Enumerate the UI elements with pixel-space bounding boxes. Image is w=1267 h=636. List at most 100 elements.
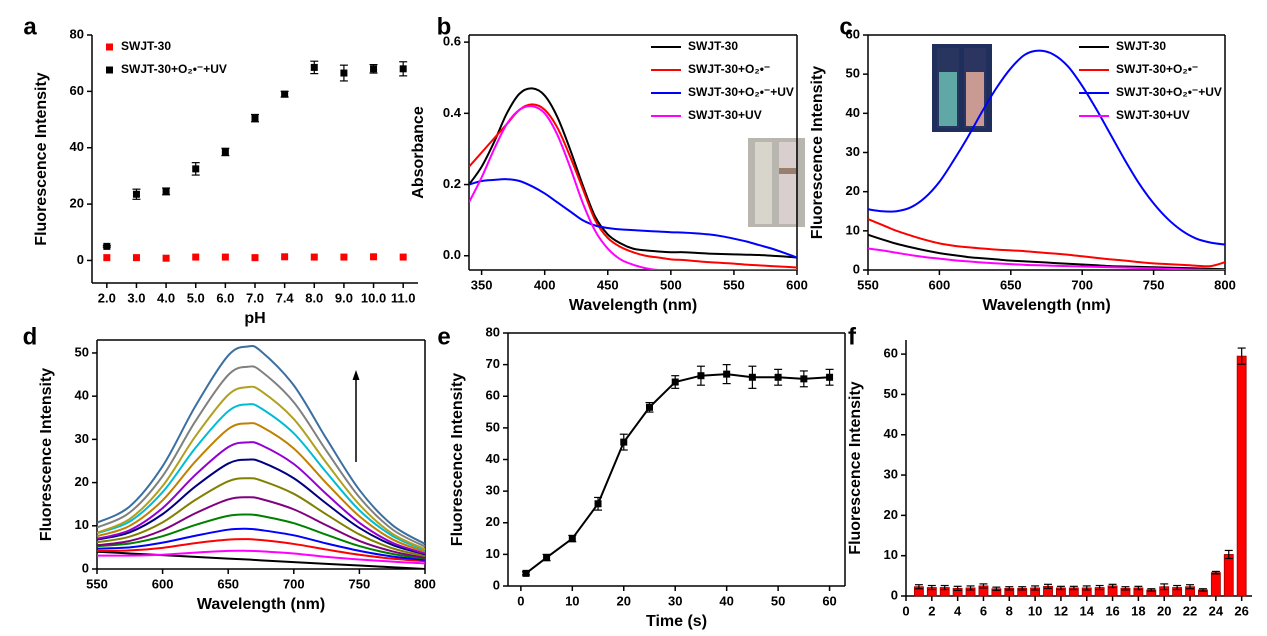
error-bar (1186, 584, 1195, 590)
y-tick-label: 0 (891, 587, 898, 602)
y-tick-label: 50 (75, 344, 89, 359)
x-tick-label: 450 (597, 277, 619, 292)
error-bar (1211, 570, 1220, 575)
x-tick-label: 10 (565, 593, 579, 608)
series-line (97, 549, 425, 565)
point (310, 63, 318, 71)
y-tick-label: 80 (70, 26, 84, 41)
error-bar (1108, 583, 1117, 589)
x-tick-label: 16 (1105, 603, 1119, 618)
error-bar (1147, 588, 1156, 592)
inset-photo-b (748, 138, 805, 227)
x-tick-label: 7.0 (246, 290, 264, 305)
point (594, 500, 602, 508)
error-bar (1044, 583, 1053, 589)
x-tick-label: 60 (822, 593, 836, 608)
point (774, 373, 782, 381)
point (221, 253, 229, 261)
y-axis-label: Absorbance (410, 106, 427, 199)
x-tick-label: 800 (414, 576, 436, 591)
y-tick-label: 80 (486, 324, 500, 339)
x-tick-label: 800 (1214, 277, 1236, 292)
y-tick-label: 20 (75, 474, 89, 489)
legend-label: SWJT-30+O₂•⁻ (1116, 62, 1198, 76)
bar (1223, 554, 1234, 597)
x-tick-label: 6 (980, 603, 987, 618)
x-tick-label: 5.0 (187, 290, 205, 305)
point (370, 65, 378, 73)
series-line (97, 441, 425, 555)
y-tick-label: 50 (846, 66, 860, 81)
error-bar (992, 586, 1001, 591)
y-tick-label: 30 (846, 144, 860, 159)
x-tick-label: 600 (786, 277, 808, 292)
x-tick-label: 24 (1209, 603, 1224, 618)
series-line (868, 247, 1225, 270)
y-tick-label: 60 (846, 26, 860, 41)
legend-label: SWJT-30+O₂•⁻+UV (1116, 85, 1222, 99)
x-tick-label: 600 (152, 576, 174, 591)
x-tick-label: 7.4 (276, 290, 295, 305)
y-tick-label: 40 (75, 388, 89, 403)
y-tick-label: 70 (486, 356, 500, 371)
x-tick-label: 8 (1006, 603, 1013, 618)
error-bar (940, 584, 949, 591)
error-bar (1018, 586, 1027, 591)
x-axis-label: Time (s) (646, 613, 707, 630)
error-bar (914, 584, 923, 590)
series-line (469, 87, 797, 259)
x-tick-label: 550 (723, 277, 745, 292)
bar (1210, 572, 1221, 597)
point (251, 114, 259, 122)
y-tick-label: 40 (846, 105, 860, 120)
point (162, 187, 170, 195)
series-line (868, 49, 1225, 246)
legend-label: SWJT-30+O₂•⁻+UV (121, 62, 227, 76)
y-axis-label: Fluorescence Intensity (38, 368, 55, 541)
x-tick-label: 0 (902, 603, 909, 618)
y-tick-label: 60 (884, 346, 898, 361)
error-bar (1069, 585, 1078, 591)
panel-label: f (848, 323, 857, 350)
point (399, 253, 407, 261)
point (723, 370, 731, 378)
y-axis-label: Fluorescence Intensity (809, 66, 826, 239)
point (281, 253, 289, 261)
point (103, 242, 111, 250)
point (748, 373, 756, 381)
error-bar (927, 584, 936, 591)
x-tick-label: 12 (1054, 603, 1068, 618)
x-tick-label: 550 (857, 277, 879, 292)
trend-arrow (352, 370, 360, 462)
point (671, 378, 679, 386)
panel-label: d (23, 323, 38, 350)
x-tick-label: 600 (929, 277, 951, 292)
series-line (868, 233, 1225, 270)
point (103, 254, 111, 262)
y-tick-label: 20 (884, 507, 898, 522)
x-tick-label: 550 (86, 576, 108, 591)
x-tick-label: 750 (349, 576, 371, 591)
series-line (97, 458, 425, 556)
series-line (469, 178, 797, 259)
x-tick-label: 500 (660, 277, 682, 292)
y-tick-label: 30 (75, 431, 89, 446)
panel-label: a (23, 13, 37, 40)
x-tick-label: 14 (1080, 603, 1095, 618)
point (340, 253, 348, 261)
legend-swatch (106, 66, 113, 74)
point (522, 569, 530, 577)
inset-photo-c (932, 44, 992, 132)
point (132, 190, 140, 198)
x-tick-label: 400 (534, 277, 556, 292)
y-axis-label: Fluorescence Intensity (33, 72, 50, 245)
y-tick-label: 60 (70, 83, 84, 98)
x-tick-label: 8.0 (305, 290, 323, 305)
series-line (97, 477, 425, 558)
legend-label: SWJT-30+UV (688, 108, 762, 122)
y-tick-label: 0.4 (443, 105, 462, 120)
panel-label: c (839, 13, 852, 40)
series-line (97, 496, 425, 559)
x-tick-label: 4 (954, 603, 962, 618)
x-tick-label: 650 (1000, 277, 1022, 292)
